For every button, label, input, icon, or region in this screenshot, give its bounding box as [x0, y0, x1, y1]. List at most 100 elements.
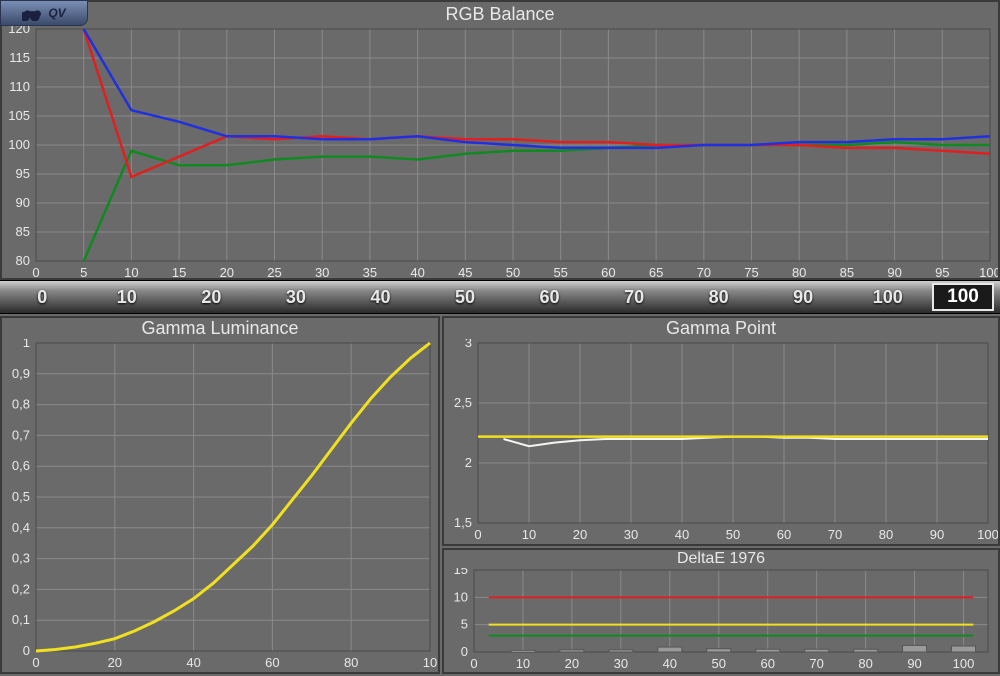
svg-text:0,6: 0,6 — [12, 458, 30, 473]
svg-text:100: 100 — [977, 527, 998, 542]
ire-tick[interactable]: 80 — [676, 287, 761, 308]
svg-text:30: 30 — [315, 265, 329, 280]
gamma-luminance-panel: Gamma Luminance 0 0,1 0,2 0,3 0,4 0,5 0,6 0,7 0,… — [0, 316, 440, 674]
svg-text:30: 30 — [614, 656, 628, 670]
ire-tick[interactable]: 60 — [507, 287, 592, 308]
svg-text:0,4: 0,4 — [12, 520, 30, 535]
ire-tick[interactable]: 50 — [423, 287, 508, 308]
deltae-panel: DeltaE 1976 0 5 10 15 0 10 20 30 40 50 60 70 80 90 100 — [442, 548, 1000, 674]
svg-text:85: 85 — [840, 265, 854, 280]
svg-text:120: 120 — [8, 25, 30, 36]
deltae-title: DeltaE 1976 — [444, 550, 998, 568]
svg-text:35: 35 — [363, 265, 377, 280]
svg-text:75: 75 — [744, 265, 758, 280]
svg-text:2: 2 — [465, 455, 472, 470]
ire-tick[interactable]: 100 — [845, 287, 930, 308]
svg-text:1: 1 — [23, 339, 30, 350]
svg-text:1,5: 1,5 — [454, 515, 472, 530]
svg-text:3: 3 — [465, 339, 472, 350]
svg-text:0: 0 — [32, 655, 39, 670]
svg-text:10: 10 — [423, 655, 437, 670]
svg-text:115: 115 — [9, 50, 30, 65]
ire-selector[interactable]: 0102030405060708090100 100 — [0, 280, 1000, 314]
svg-text:60: 60 — [760, 656, 774, 670]
svg-text:0,1: 0,1 — [12, 612, 30, 627]
svg-text:10: 10 — [516, 656, 530, 670]
ire-tick[interactable]: 10 — [85, 287, 170, 308]
svg-text:65: 65 — [649, 265, 663, 280]
svg-text:15: 15 — [454, 568, 468, 577]
svg-text:0,3: 0,3 — [12, 551, 30, 566]
ire-tick[interactable]: 20 — [169, 287, 254, 308]
deltae-chart: 0 5 10 15 0 10 20 30 40 50 60 70 80 90 100 — [444, 568, 998, 670]
svg-text:40: 40 — [186, 655, 200, 670]
svg-text:10: 10 — [522, 527, 536, 542]
ire-selected-value[interactable]: 100 — [932, 283, 994, 311]
gamma-point-chart: 1,522,530102030405060708090100 — [444, 339, 998, 543]
gamma-luminance-title: Gamma Luminance — [2, 318, 438, 339]
svg-text:5: 5 — [461, 617, 468, 632]
svg-text:110: 110 — [9, 79, 30, 94]
rgb-balance-panel: RGB Balance 8085909510010511011512005101… — [0, 0, 1000, 280]
svg-text:90: 90 — [16, 195, 30, 210]
svg-text:80: 80 — [879, 527, 893, 542]
svg-text:30: 30 — [624, 527, 638, 542]
svg-text:40: 40 — [675, 527, 689, 542]
svg-text:90: 90 — [930, 527, 944, 542]
svg-text:60: 60 — [265, 655, 279, 670]
ire-tick[interactable]: 40 — [338, 287, 423, 308]
ire-tick[interactable]: 90 — [761, 287, 846, 308]
ire-tick[interactable]: 70 — [592, 287, 677, 308]
svg-text:70: 70 — [697, 265, 711, 280]
svg-text:10: 10 — [454, 589, 468, 604]
svg-text:25: 25 — [267, 265, 281, 280]
badge-label: QV — [48, 6, 65, 20]
gamma-point-panel: Gamma Point 1,522,5301020304050607080901… — [442, 316, 1000, 546]
svg-text:40: 40 — [663, 656, 677, 670]
svg-text:90: 90 — [887, 265, 901, 280]
svg-text:90: 90 — [907, 656, 921, 670]
svg-text:80: 80 — [792, 265, 806, 280]
svg-text:0: 0 — [23, 643, 30, 658]
svg-text:0,2: 0,2 — [12, 581, 30, 596]
svg-text:0: 0 — [470, 656, 477, 670]
svg-text:95: 95 — [16, 166, 30, 181]
ire-tick[interactable]: 0 — [0, 287, 85, 308]
svg-text:0: 0 — [461, 644, 468, 659]
svg-text:100: 100 — [979, 265, 998, 280]
svg-text:10: 10 — [124, 265, 138, 280]
svg-text:70: 70 — [828, 527, 842, 542]
svg-text:0,5: 0,5 — [12, 489, 30, 504]
svg-text:20: 20 — [565, 656, 579, 670]
svg-text:80: 80 — [858, 656, 872, 670]
ire-tick[interactable]: 30 — [254, 287, 339, 308]
svg-text:20: 20 — [573, 527, 587, 542]
svg-text:0,8: 0,8 — [12, 397, 30, 412]
svg-text:20: 20 — [220, 265, 234, 280]
rgb-balance-title: RGB Balance — [2, 2, 998, 25]
svg-text:2,5: 2,5 — [454, 395, 472, 410]
svg-text:95: 95 — [935, 265, 949, 280]
svg-text:20: 20 — [108, 655, 122, 670]
svg-text:50: 50 — [726, 527, 740, 542]
svg-text:80: 80 — [344, 655, 358, 670]
svg-text:85: 85 — [16, 224, 30, 239]
svg-text:70: 70 — [809, 656, 823, 670]
svg-text:15: 15 — [172, 265, 186, 280]
gamma-luminance-chart: 00,10,20,30,40,50,60,70,80,9102040608010 — [2, 339, 438, 671]
svg-text:80: 80 — [16, 253, 30, 268]
svg-text:0,7: 0,7 — [12, 427, 30, 442]
svg-text:50: 50 — [506, 265, 520, 280]
rgb-balance-chart: 8085909510010511011512005101520253035404… — [2, 25, 998, 281]
svg-text:0: 0 — [474, 527, 481, 542]
svg-text:45: 45 — [458, 265, 472, 280]
svg-text:0,9: 0,9 — [12, 366, 30, 381]
svg-text:105: 105 — [8, 108, 30, 123]
svg-text:100: 100 — [8, 137, 30, 152]
svg-text:50: 50 — [712, 656, 726, 670]
svg-text:55: 55 — [553, 265, 567, 280]
svg-text:60: 60 — [777, 527, 791, 542]
svg-text:5: 5 — [80, 265, 87, 280]
svg-text:100: 100 — [953, 656, 975, 670]
svg-text:60: 60 — [601, 265, 615, 280]
